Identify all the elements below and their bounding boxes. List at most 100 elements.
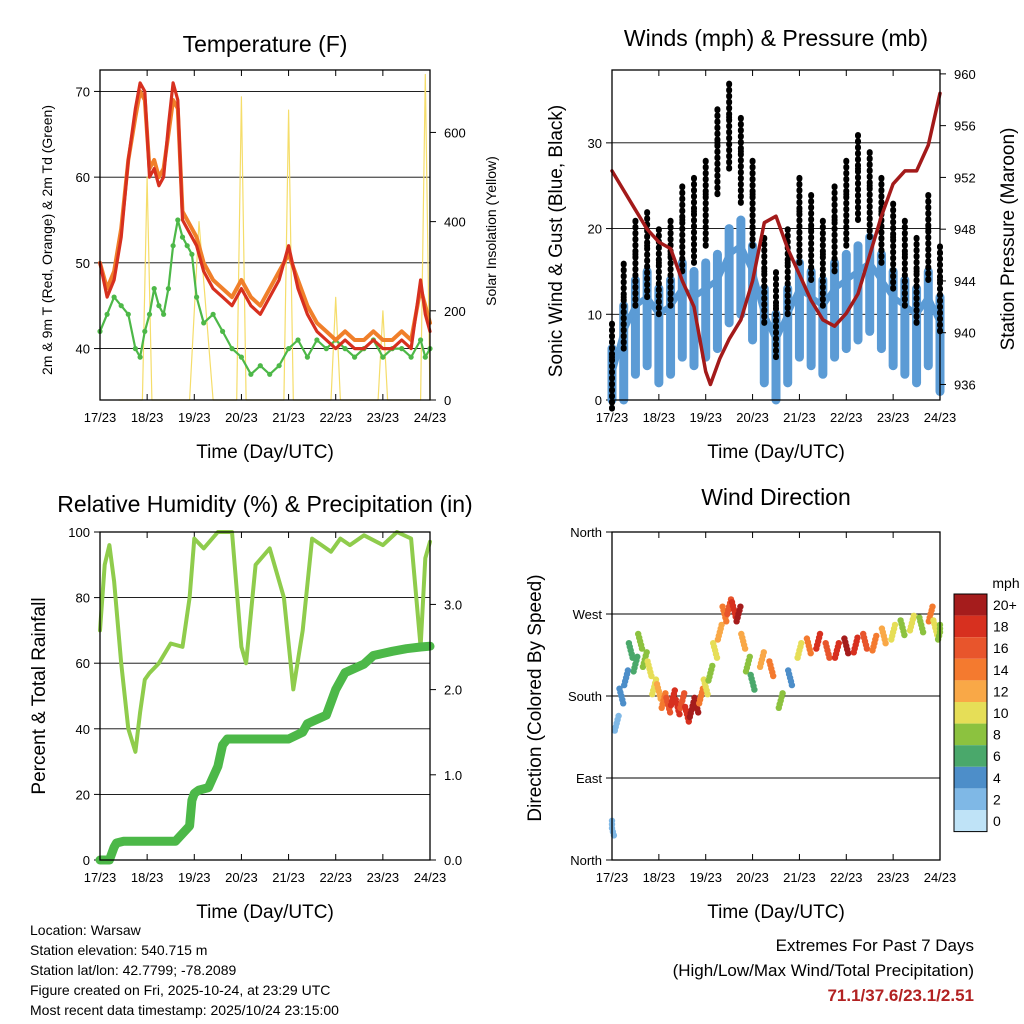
direction-point — [760, 649, 767, 656]
temperature-ytick-label: 40 — [76, 342, 90, 357]
humidity-line — [98, 530, 432, 754]
temperature-ylabel: 2m & 9m T (Red, Orange) & 2m Td (Green) — [39, 105, 55, 375]
winds-xtick-label: 19/23 — [689, 410, 722, 425]
direction-title: Wind Direction — [701, 484, 851, 510]
direction-xtick-label: 20/23 — [736, 870, 769, 885]
direction-point — [638, 645, 646, 652]
humidity-ytick-label: 80 — [76, 591, 90, 606]
direction-point — [770, 672, 777, 680]
colorbar-swatch — [954, 615, 987, 638]
temperature-xtick-label: 20/23 — [225, 410, 258, 425]
direction-xtick-label: 17/23 — [596, 870, 629, 885]
extremes-title: Extremes For Past 7 Days — [775, 936, 974, 955]
colorbar-swatch — [954, 788, 987, 810]
temperature-y2tick-label: 200 — [444, 304, 466, 319]
extremes-value: 71.1/37.6/23.1/2.51 — [827, 986, 974, 1005]
winds-xlabel: Time (Day/UTC) — [707, 442, 845, 463]
winds-title: Winds (mph) & Pressure (mb) — [624, 25, 928, 51]
direction-point — [723, 618, 730, 625]
temperature-y2label: Solar Insolation (Yellow) — [483, 156, 499, 306]
direction-point — [910, 612, 917, 619]
direction-ylabel: Direction (Colored By Speed) — [525, 574, 546, 821]
colorbar-label: 12 — [993, 683, 1009, 699]
direction-point — [718, 621, 725, 629]
colorbar-label: 8 — [993, 727, 1001, 743]
humidity-xtick-label: 17/23 — [84, 870, 117, 885]
temperature-xtick-label: 24/23 — [414, 410, 447, 425]
humidity-y2tick-label: 3.0 — [444, 597, 462, 612]
humidity-y2tick-label: 0.0 — [444, 853, 462, 868]
humidity-xtick-label: 24/23 — [414, 870, 447, 885]
direction-axes-frame — [611, 531, 941, 861]
humidity-ytick-label: 0 — [83, 853, 90, 868]
temperature-axes-frame — [99, 69, 431, 401]
temperature-ytick-label: 50 — [76, 256, 90, 271]
humidity-xtick-label: 23/23 — [367, 870, 400, 885]
humidity-ytick-label: 40 — [76, 722, 90, 737]
humidity-xtick-label: 21/23 — [272, 870, 305, 885]
temperature-xtick-label: 22/23 — [319, 410, 352, 425]
winds-ytick-label: 30 — [588, 136, 602, 151]
colorbar-label: 16 — [993, 640, 1009, 656]
direction-ytick-label: West — [573, 607, 603, 622]
colorbar-frame — [953, 593, 988, 833]
direction-point — [826, 654, 833, 661]
direction-ytick-label: North — [570, 525, 602, 540]
humidity-ylabel: Percent & Total Rainfall — [29, 597, 50, 794]
direction-xtick-label: 24/23 — [924, 870, 957, 885]
direction-point — [620, 700, 627, 707]
temperature-xtick-label: 17/23 — [84, 410, 117, 425]
direction-point — [863, 645, 871, 652]
winds-ytick-label: 0 — [595, 393, 602, 408]
colorbar-label: 4 — [993, 770, 1001, 786]
direction-ytick-label: North — [570, 853, 602, 868]
temperature-y2tick-label: 400 — [444, 215, 466, 230]
humidity-xtick-label: 22/23 — [319, 870, 352, 885]
colorbar-swatch — [954, 637, 987, 659]
humidity-title: Relative Humidity (%) & Precipitation (i… — [57, 491, 472, 517]
direction-point — [919, 629, 927, 636]
direction-xlabel: Time (Day/UTC) — [707, 902, 845, 923]
direction-point — [746, 653, 753, 660]
direction-point — [891, 621, 899, 629]
humidity-xtick-label: 20/23 — [225, 870, 258, 885]
direction-point — [737, 603, 744, 610]
colorbar-label: 2 — [993, 791, 1001, 807]
direction-xtick-label: 22/23 — [830, 870, 863, 885]
humidity-xtick-label: 19/23 — [178, 870, 211, 885]
direction-point — [624, 667, 632, 674]
colorbar-label: 14 — [993, 662, 1009, 678]
colorbar-label: 18 — [993, 619, 1009, 635]
winds-y2tick-label: 940 — [954, 326, 976, 341]
direction-point — [713, 654, 721, 661]
direction-point — [615, 712, 622, 720]
temperature-chart: 40 50 60 70 17/23 18/23 19/23 20/23 21/23 22/23 23… — [39, 31, 499, 463]
winds-y2tick-label: 952 — [954, 170, 976, 185]
figure-created: Figure created on Fri, 2025-10-24, at 23… — [30, 982, 331, 998]
direction-point — [666, 709, 674, 716]
direction-point — [681, 690, 688, 697]
direction-point — [704, 691, 711, 698]
direction-point — [671, 687, 678, 694]
direction-point — [807, 650, 814, 657]
winds-y2tick-label: 944 — [954, 274, 976, 289]
direction-ytick-label: East — [576, 771, 602, 786]
humidity-xlabel: Time (Day/UTC) — [196, 902, 334, 923]
direction-xtick-label: 19/23 — [689, 870, 722, 885]
temperature-y2tick-label: 0 — [444, 393, 451, 408]
extremes-subtitle: (High/Low/Max Wind/Total Precipitation) — [672, 961, 974, 980]
temperature-xtick-label: 19/23 — [178, 410, 211, 425]
direction-xtick-label: 18/23 — [643, 870, 676, 885]
temperature-ytick-label: 60 — [76, 170, 90, 185]
direction-point — [643, 649, 650, 656]
station-info: Location: Warsaw Station elevation: 540.… — [30, 920, 339, 1020]
temperature-xtick-label: 18/23 — [131, 410, 164, 425]
colorbar-label: 6 — [993, 748, 1001, 764]
direction-point — [901, 631, 908, 639]
winds-ytick-label: 10 — [588, 307, 602, 322]
colorbar-swatch — [954, 745, 987, 767]
station-location: Location: Warsaw — [30, 922, 141, 938]
temp-2m-line — [98, 81, 432, 351]
